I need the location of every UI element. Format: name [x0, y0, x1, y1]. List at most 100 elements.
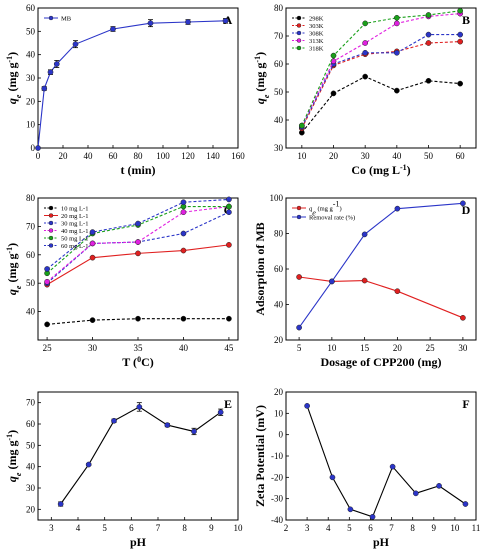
series-line	[60, 406, 221, 505]
data-point	[180, 209, 187, 216]
data-point	[180, 230, 187, 237]
legend-marker	[48, 213, 54, 218]
x-tick-label: 0	[36, 151, 41, 161]
data-point	[425, 40, 432, 46]
data-point	[191, 428, 197, 435]
y-tick-label: 30	[274, 143, 284, 153]
y-tick-label: 0	[31, 143, 36, 153]
legend-label: qe (mg g-1)	[309, 199, 342, 217]
data-point	[35, 145, 41, 151]
data-point	[85, 461, 92, 468]
y-tick-label: 40	[26, 462, 36, 472]
legend-label: 318K	[309, 45, 324, 52]
legend-marker	[48, 205, 54, 211]
series-line	[46, 198, 229, 270]
y-tick-label: 10	[26, 120, 36, 130]
data-point	[330, 90, 337, 97]
legend-marker	[48, 243, 54, 248]
data-point	[135, 315, 141, 322]
x-tick-label: 160	[231, 151, 245, 161]
y-axis-label: Zeta Potential (mV)	[253, 405, 267, 507]
data-point	[393, 14, 400, 21]
data-point	[362, 73, 369, 80]
data-point	[136, 404, 143, 410]
x-tick-label: 35	[134, 343, 144, 353]
legend-label: 60 mg L-1	[61, 243, 88, 250]
data-point	[393, 87, 400, 94]
panel-e-ph-chart: 3 4 5 6 7 8 9 10 20 30 40 50 60 70 pH qe (mg g-1) E	[5, 391, 243, 549]
plot-frame	[285, 391, 477, 521]
x-tick-label: 3	[305, 523, 310, 533]
data-point	[457, 7, 464, 14]
x-tick-label: 7	[156, 523, 161, 533]
legend-marker	[296, 23, 302, 28]
x-tick-label: 40	[84, 151, 94, 161]
y-tick-label: 60	[26, 250, 36, 260]
y-axis-label: Adsorption of MB	[253, 222, 267, 315]
data-point	[425, 31, 432, 38]
legend-marker	[296, 45, 302, 51]
data-point	[135, 220, 141, 227]
x-tick-label: 140	[206, 151, 220, 161]
data-point	[135, 250, 141, 257]
y-tick-label: 80	[274, 3, 284, 13]
y-tick-label: 60	[26, 419, 36, 429]
legend-marker	[48, 220, 54, 226]
legend-label: 303K	[309, 23, 324, 30]
y-tick-label: -10	[271, 451, 283, 461]
series-line	[301, 13, 461, 126]
x-tick-label: 2	[284, 523, 289, 533]
x-tick-label: 20	[329, 151, 339, 161]
x-tick-label: 20	[59, 151, 69, 161]
data-point	[425, 77, 432, 84]
data-point	[89, 240, 96, 247]
x-tick-label: 40	[392, 151, 402, 161]
series-line	[298, 202, 463, 328]
x-tick-label: 6	[368, 523, 373, 533]
x-tick-label: 11	[472, 523, 481, 533]
y-tick-label: 40	[26, 307, 36, 317]
panel-letter: D	[462, 203, 471, 217]
legend-label: 20 mg L-1	[61, 213, 88, 220]
y-axis-label: qe (mg g-1)	[5, 430, 23, 482]
data-point	[460, 200, 466, 207]
x-tick-label: 8	[410, 523, 415, 533]
x-axis-label: pH	[130, 535, 147, 549]
data-point	[457, 80, 464, 87]
y-tick-label: 50	[26, 440, 36, 450]
y-tick-label: 20	[26, 96, 36, 106]
x-tick-label: 50	[424, 151, 434, 161]
legend-label: 40 mg L-1	[61, 228, 88, 235]
series-line	[37, 20, 226, 149]
y-axis-label: qe (mg g-1)	[5, 243, 23, 295]
x-tick-label: 10	[327, 343, 337, 353]
data-point	[298, 122, 305, 129]
x-axis-label: T (0C)	[122, 355, 153, 370]
data-point	[110, 26, 116, 32]
data-point	[412, 490, 419, 497]
y-tick-label: 40	[274, 115, 284, 125]
data-point	[44, 321, 50, 328]
x-tick-label: 45	[224, 343, 234, 353]
x-tick-label: 6	[129, 523, 134, 533]
data-point	[462, 501, 469, 507]
data-point	[72, 41, 79, 48]
data-point	[393, 20, 400, 27]
y-tick-label: 70	[26, 398, 36, 408]
x-tick-label: 5	[347, 523, 352, 533]
panel-letter: E	[224, 397, 232, 411]
legend-marker	[296, 38, 302, 43]
data-point	[89, 254, 96, 261]
series-line	[301, 10, 461, 126]
x-tick-label: 9	[432, 523, 437, 533]
y-tick-label: 80	[274, 229, 284, 239]
data-point	[361, 231, 368, 238]
y-tick-label: 80	[26, 193, 36, 203]
data-point	[393, 49, 400, 56]
y-tick-label: 50	[26, 26, 36, 36]
x-axis-label: pH	[373, 535, 390, 549]
data-point	[89, 317, 96, 323]
legend-label: 298K	[309, 15, 324, 22]
y-tick-label: 50	[274, 87, 284, 97]
